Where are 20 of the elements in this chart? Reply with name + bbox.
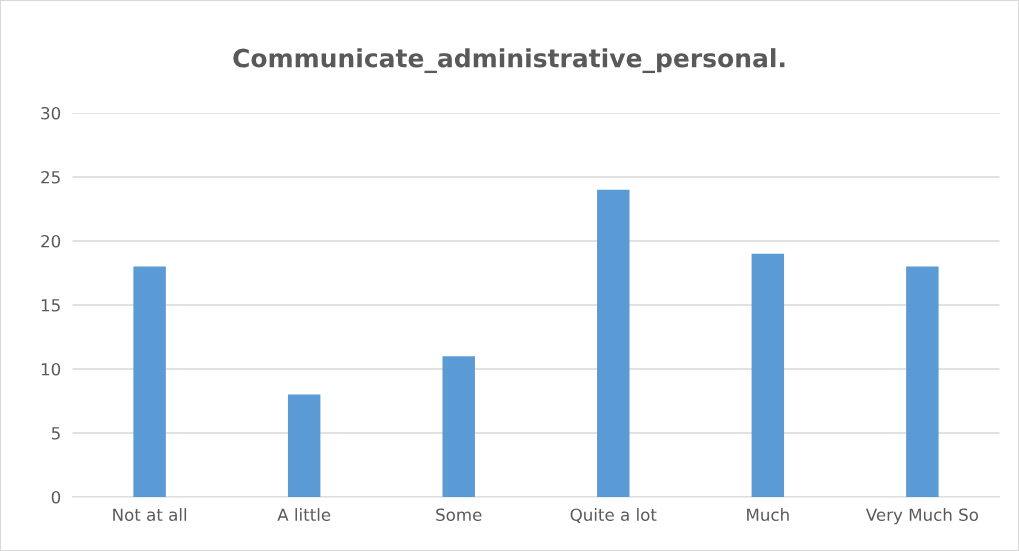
y-tick-label: 15	[41, 299, 60, 312]
x-tick-label: Very Much So	[865, 508, 979, 525]
y-tick-label: 30	[41, 106, 61, 120]
bar	[133, 266, 166, 497]
bar	[597, 189, 630, 497]
x-tick-label: Some	[436, 508, 482, 522]
y-tick-label: 0	[51, 490, 61, 504]
x-tick-label: Not at all	[113, 508, 187, 522]
bar	[287, 394, 321, 497]
y-tick-label: 20	[41, 234, 61, 248]
y-tick-label: 25	[41, 170, 60, 184]
chart-title: Communicate_administrative_personal.	[233, 48, 785, 74]
bar	[442, 356, 475, 497]
bar	[906, 266, 939, 497]
y-tick-label: 5	[51, 427, 60, 440]
y-tick-label: 10	[41, 362, 61, 376]
x-tick-label: Much	[747, 508, 789, 522]
x-tick-label: A little	[277, 508, 331, 522]
x-tick-label: Quite a lot	[570, 508, 657, 523]
bar	[751, 253, 785, 497]
